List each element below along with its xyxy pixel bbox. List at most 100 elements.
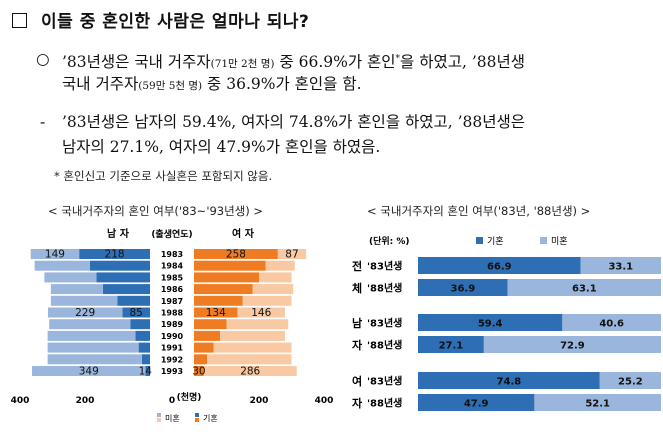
row-label: '83년생 bbox=[367, 317, 402, 330]
unmarried-value-label: 25.2 bbox=[618, 377, 643, 388]
unmarried-bar bbox=[483, 336, 661, 353]
married-bar bbox=[418, 372, 600, 389]
female-married-bar bbox=[194, 295, 243, 306]
female-unmarried-bar bbox=[226, 319, 289, 330]
female-unmarried-bar bbox=[203, 366, 297, 376]
row-label: '88년생 bbox=[367, 339, 402, 352]
x-tick-label: 400 bbox=[315, 396, 334, 406]
page-title-text: 이들 중 혼인한 사람은 얼마나 되나? bbox=[41, 12, 310, 32]
unmarried-value-label: 40.6 bbox=[599, 319, 624, 330]
male-unmarried-bar bbox=[30, 249, 80, 259]
male-married-bar bbox=[145, 366, 150, 376]
left-chart-caption: < 국내거주자의 혼인 여부('83~'93년생) > bbox=[48, 204, 264, 218]
male-married-bar bbox=[89, 260, 150, 271]
unmarried-value-label: 52.1 bbox=[585, 399, 610, 410]
female-unmarried-bar bbox=[259, 272, 292, 283]
legend-unmarried-label: 미혼 bbox=[551, 235, 568, 247]
male-unmarried-bar bbox=[32, 366, 146, 376]
legend-female-married-swatch bbox=[195, 418, 199, 422]
unmarried-bar bbox=[580, 257, 661, 274]
unmarried-bar bbox=[507, 279, 661, 296]
group-label-top: 여 bbox=[352, 374, 362, 388]
female-unmarried-bar bbox=[213, 342, 292, 353]
male-header: 남 자 bbox=[107, 227, 130, 240]
data-label: 218 bbox=[105, 249, 125, 261]
female-married-bar bbox=[194, 354, 207, 365]
married-value-label: 36.9 bbox=[450, 284, 475, 295]
female-married-bar bbox=[194, 284, 253, 295]
male-married-bar bbox=[96, 272, 150, 283]
data-label: 134 bbox=[206, 307, 226, 319]
data-label: 87 bbox=[285, 249, 298, 261]
group-label-bottom: 체 bbox=[352, 281, 362, 295]
married-value-label: 59.4 bbox=[478, 319, 503, 330]
female-married-bar bbox=[194, 330, 220, 341]
female-married-bar bbox=[194, 319, 227, 330]
male-married-bar bbox=[138, 342, 150, 353]
male-married-bar bbox=[79, 249, 150, 259]
data-label: 14 bbox=[139, 366, 153, 378]
x-tick-label: 200 bbox=[76, 396, 95, 406]
female-unmarried-bar bbox=[265, 260, 295, 271]
unit-label: (단위: %) bbox=[369, 235, 410, 247]
male-married-bar bbox=[130, 319, 150, 330]
birth-year-label: 1992 bbox=[161, 355, 183, 364]
row-label: '88년생 bbox=[367, 397, 402, 410]
group-label-bottom: 자 bbox=[352, 396, 363, 410]
female-married-bar bbox=[194, 272, 259, 283]
birth-year-header: (출생연도) bbox=[151, 228, 192, 240]
data-label: 229 bbox=[75, 307, 95, 319]
population-pyramid-chart: 남 자 (출생연도) 여 자 1983 1984 1985 1986 1987 1988 1989… bbox=[11, 227, 334, 423]
bullet-1-line-2: 국내 거주자(59만 5천 명) 중 36.9%가 혼인을 함. bbox=[62, 75, 362, 93]
x-tick-label: 400 bbox=[11, 396, 30, 406]
legend-married-label: 기혼 bbox=[487, 235, 504, 247]
male-married-bar bbox=[135, 330, 150, 341]
legend-male-unmarried-swatch bbox=[157, 413, 161, 417]
legend-female-unmarried-swatch bbox=[157, 418, 161, 422]
female-unmarried-bar bbox=[237, 307, 285, 318]
unit-label: (천명) bbox=[177, 391, 202, 403]
male-unmarried-bar bbox=[47, 307, 123, 318]
female-unmarried-bar bbox=[252, 284, 294, 295]
bullet-1-line-1: ’83년생은 국내 거주자(71만 2천 명) 중 66.9%가 혼인*을 하였… bbox=[62, 53, 526, 72]
female-unmarried-bar bbox=[242, 295, 292, 306]
female-married-bar bbox=[194, 249, 278, 259]
male-unmarried-bar bbox=[50, 284, 103, 295]
birth-year-label: 1990 bbox=[161, 332, 184, 341]
bullet-2-line-1: ’83년생은 남자의 59.4%, 여자의 74.8%가 혼인을 하였고, ’8… bbox=[62, 113, 526, 131]
unmarried-value-label: 33.1 bbox=[608, 262, 633, 273]
row-label: '83년생 bbox=[367, 260, 402, 273]
male-unmarried-bar bbox=[44, 272, 97, 283]
female-married-bar bbox=[194, 366, 204, 376]
married-bar bbox=[418, 394, 535, 411]
married-bar bbox=[418, 257, 581, 274]
unmarried-value-label: 63.1 bbox=[572, 284, 597, 295]
married-bar bbox=[418, 279, 508, 296]
male-unmarried-bar bbox=[47, 342, 139, 353]
row-label: '88년생 bbox=[367, 282, 402, 295]
female-married-bar bbox=[194, 307, 238, 318]
checkbox-square-icon bbox=[12, 13, 27, 28]
footnote: * 혼인신고 기준으로 사실혼은 포함되지 않음. bbox=[54, 169, 273, 183]
married-value-label: 66.9 bbox=[487, 262, 512, 273]
female-unmarried-bar bbox=[277, 249, 307, 259]
birth-year-label: 1983 bbox=[161, 250, 183, 259]
x-tick-label: 200 bbox=[250, 396, 269, 406]
bullet-1-marker: ○ bbox=[36, 50, 50, 68]
male-unmarried-bar bbox=[47, 354, 142, 365]
married-value-label: 47.9 bbox=[464, 399, 489, 410]
married-value-label: 27.1 bbox=[439, 341, 464, 352]
married-value-label: 74.8 bbox=[497, 377, 522, 388]
page-title: 이들 중 혼인한 사람은 얼마나 되나? bbox=[12, 7, 309, 32]
row-label: '83년생 bbox=[367, 375, 402, 388]
male-unmarried-bar bbox=[47, 330, 136, 341]
legend-unmarried-swatch bbox=[540, 237, 547, 244]
male-unmarried-bar bbox=[34, 260, 90, 271]
male-unmarried-bar bbox=[49, 319, 131, 330]
birth-year-label: 1984 bbox=[161, 262, 184, 271]
birth-year-label: 1991 bbox=[161, 344, 184, 353]
male-married-bar bbox=[122, 307, 150, 318]
female-unmarried-bar bbox=[220, 330, 285, 341]
male-married-bar bbox=[102, 284, 150, 295]
